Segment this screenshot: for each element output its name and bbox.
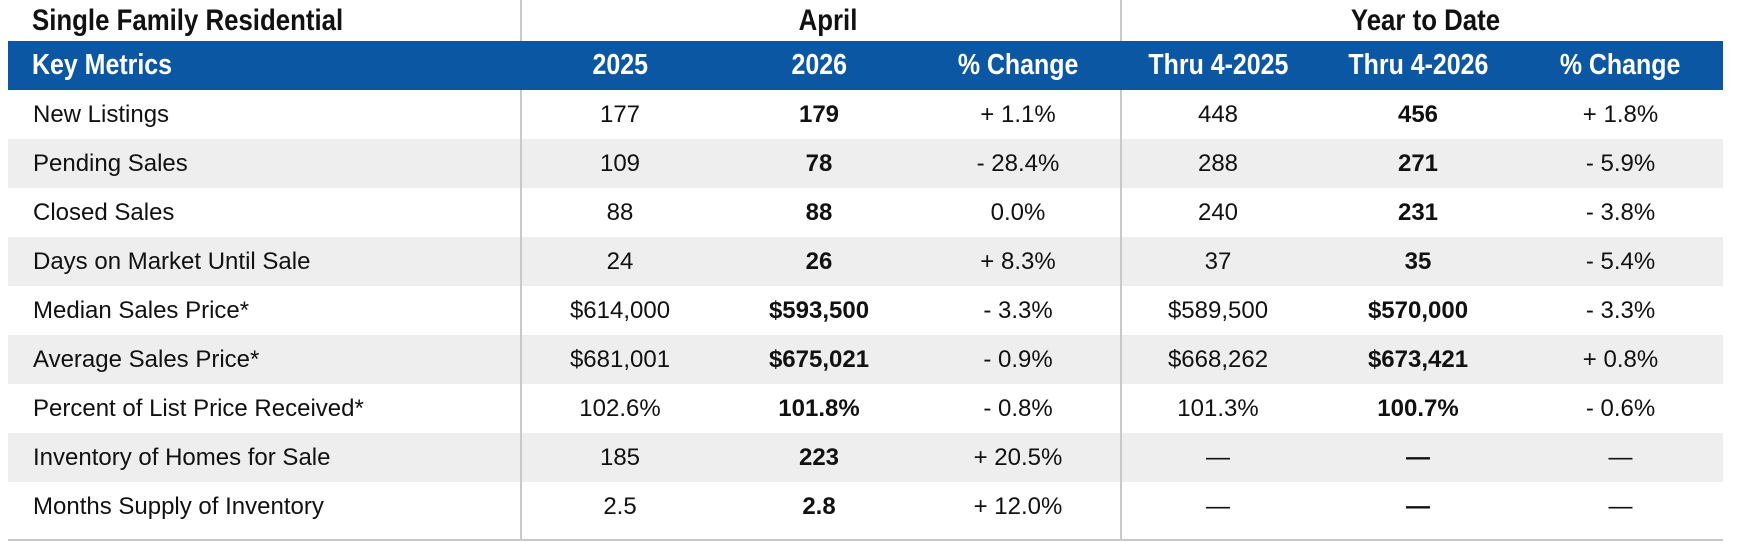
april-2026-value: 101.8% xyxy=(778,395,860,422)
april-2026-value: 2.8 xyxy=(802,493,836,520)
table-title: Single Family Residential xyxy=(32,4,344,37)
ytd-2026-value: 456 xyxy=(1397,101,1439,128)
table-row: Pending Sales 109 78 - 28.4% 288 271 - 5.9% xyxy=(8,139,1723,188)
column-header-row: Key Metrics 2025 2026 % Change Thru 4-20… xyxy=(8,41,1723,90)
header-thru-4-2025: Thru 4-2025 xyxy=(1147,49,1288,81)
metric-label: Closed Sales xyxy=(33,199,175,226)
ytd-percent-change: - 3.3% xyxy=(1585,297,1656,324)
ytd-2026-value: 100.7% xyxy=(1377,395,1459,422)
april-2025-value: 109 xyxy=(599,150,641,177)
april-percent-change: + 1.1% xyxy=(980,101,1056,128)
table-row: New Listings 177 179 + 1.1% 448 456 + 1.8% xyxy=(8,90,1723,139)
april-2026-value: $593,500 xyxy=(768,297,870,324)
april-2026-value: 88 xyxy=(805,199,833,226)
group-april-title: April xyxy=(798,4,858,37)
table-bottom-rule xyxy=(8,539,1723,541)
april-percent-change: + 12.0% xyxy=(973,493,1063,520)
ytd-2025-value: — xyxy=(1206,444,1230,471)
april-2025-value: 185 xyxy=(599,444,641,471)
ytd-percent-change: + 0.8% xyxy=(1582,346,1659,373)
table-row: Months Supply of Inventory 2.5 2.8 + 12.0% —… xyxy=(8,482,1723,531)
metric-label: Pending Sales xyxy=(33,150,188,177)
april-percent-change: - 0.8% xyxy=(983,395,1053,422)
april-percent-change: - 28.4% xyxy=(976,150,1060,177)
ytd-percent-change: - 0.6% xyxy=(1585,395,1656,422)
april-2026-value: 26 xyxy=(805,248,833,275)
ytd-percent-change: - 3.8% xyxy=(1585,199,1656,226)
header-2026: 2026 xyxy=(791,49,847,81)
april-percent-change: + 8.3% xyxy=(980,248,1056,275)
column-divider xyxy=(1120,0,1122,41)
ytd-2026-value: $570,000 xyxy=(1367,297,1469,324)
ytd-2025-value: — xyxy=(1206,493,1230,520)
april-2026-value: $675,021 xyxy=(768,346,870,373)
header-thru-4-2026: Thru 4-2026 xyxy=(1347,49,1488,81)
metric-label: Percent of List Price Received* xyxy=(33,395,364,422)
column-divider xyxy=(520,0,522,41)
ytd-2025-value: 240 xyxy=(1197,199,1239,226)
april-percent-change: 0.0% xyxy=(990,199,1046,226)
table-row: Inventory of Homes for Sale 185 223 + 20.5%… xyxy=(8,433,1723,482)
ytd-percent-change: + 1.8% xyxy=(1582,101,1659,128)
ytd-2026-value: $673,421 xyxy=(1367,346,1469,373)
metric-label: Months Supply of Inventory xyxy=(33,493,324,520)
ytd-percent-change: - 5.4% xyxy=(1585,248,1656,275)
april-2025-value: 88 xyxy=(606,199,634,226)
ytd-2025-value: 288 xyxy=(1197,150,1239,177)
ytd-2026-value: 271 xyxy=(1397,150,1439,177)
april-2025-value: 24 xyxy=(606,248,634,275)
metrics-table: Single Family Residential April Year to … xyxy=(8,0,1723,531)
column-divider xyxy=(1120,90,1122,540)
metric-label: Days on Market Until Sale xyxy=(33,248,311,275)
ytd-2025-value: 101.3% xyxy=(1177,395,1259,422)
april-2026-value: 223 xyxy=(798,444,840,471)
header-ytd-change: % Change xyxy=(1560,49,1681,81)
april-2026-value: 179 xyxy=(798,101,840,128)
ytd-2026-value: 231 xyxy=(1397,199,1439,226)
ytd-2025-value: $589,500 xyxy=(1167,297,1269,324)
header-key-metrics: Key Metrics xyxy=(32,49,173,81)
metric-label: Median Sales Price* xyxy=(33,297,250,324)
ytd-2025-value: 448 xyxy=(1197,101,1239,128)
group-ytd-title: Year to Date xyxy=(1350,4,1501,37)
april-2026-value: 78 xyxy=(805,150,833,177)
table-row: Days on Market Until Sale 24 26 + 8.3% 37 35 -… xyxy=(8,237,1723,286)
table-row: Median Sales Price* $614,000 $593,500 - 3.3… xyxy=(8,286,1723,335)
april-2025-value: 2.5 xyxy=(603,493,637,520)
ytd-2026-value: — xyxy=(1406,444,1430,471)
april-2025-value: $614,000 xyxy=(569,297,671,324)
ytd-2026-value: 35 xyxy=(1404,248,1432,275)
table-body: New Listings 177 179 + 1.1% 448 456 + 1.8% Pend… xyxy=(8,90,1723,531)
ytd-percent-change: - 5.9% xyxy=(1585,150,1656,177)
table-row: Percent of List Price Received* 102.6% 101… xyxy=(8,384,1723,433)
ytd-2026-value: — xyxy=(1406,493,1430,520)
april-2025-value: $681,001 xyxy=(569,346,671,373)
ytd-percent-change: — xyxy=(1608,493,1633,520)
ytd-percent-change: — xyxy=(1608,444,1633,471)
april-2025-value: 102.6% xyxy=(579,395,661,422)
table-row: Average Sales Price* $681,001 $675,021 - 0.… xyxy=(8,335,1723,384)
ytd-2025-value: 37 xyxy=(1204,248,1232,275)
april-2025-value: 177 xyxy=(599,101,641,128)
metric-label: Average Sales Price* xyxy=(33,346,260,373)
metric-label: New Listings xyxy=(33,101,170,128)
group-header-row: Single Family Residential April Year to … xyxy=(8,0,1723,41)
column-divider xyxy=(520,90,522,540)
header-2025: 2025 xyxy=(592,49,648,81)
april-percent-change: - 3.3% xyxy=(983,297,1053,324)
metric-label: Inventory of Homes for Sale xyxy=(33,444,331,471)
april-percent-change: - 0.9% xyxy=(983,346,1053,373)
header-april-change: % Change xyxy=(957,49,1079,81)
table-row: Closed Sales 88 88 0.0% 240 231 - 3.8% xyxy=(8,188,1723,237)
ytd-2025-value: $668,262 xyxy=(1167,346,1269,373)
april-percent-change: + 20.5% xyxy=(973,444,1063,471)
